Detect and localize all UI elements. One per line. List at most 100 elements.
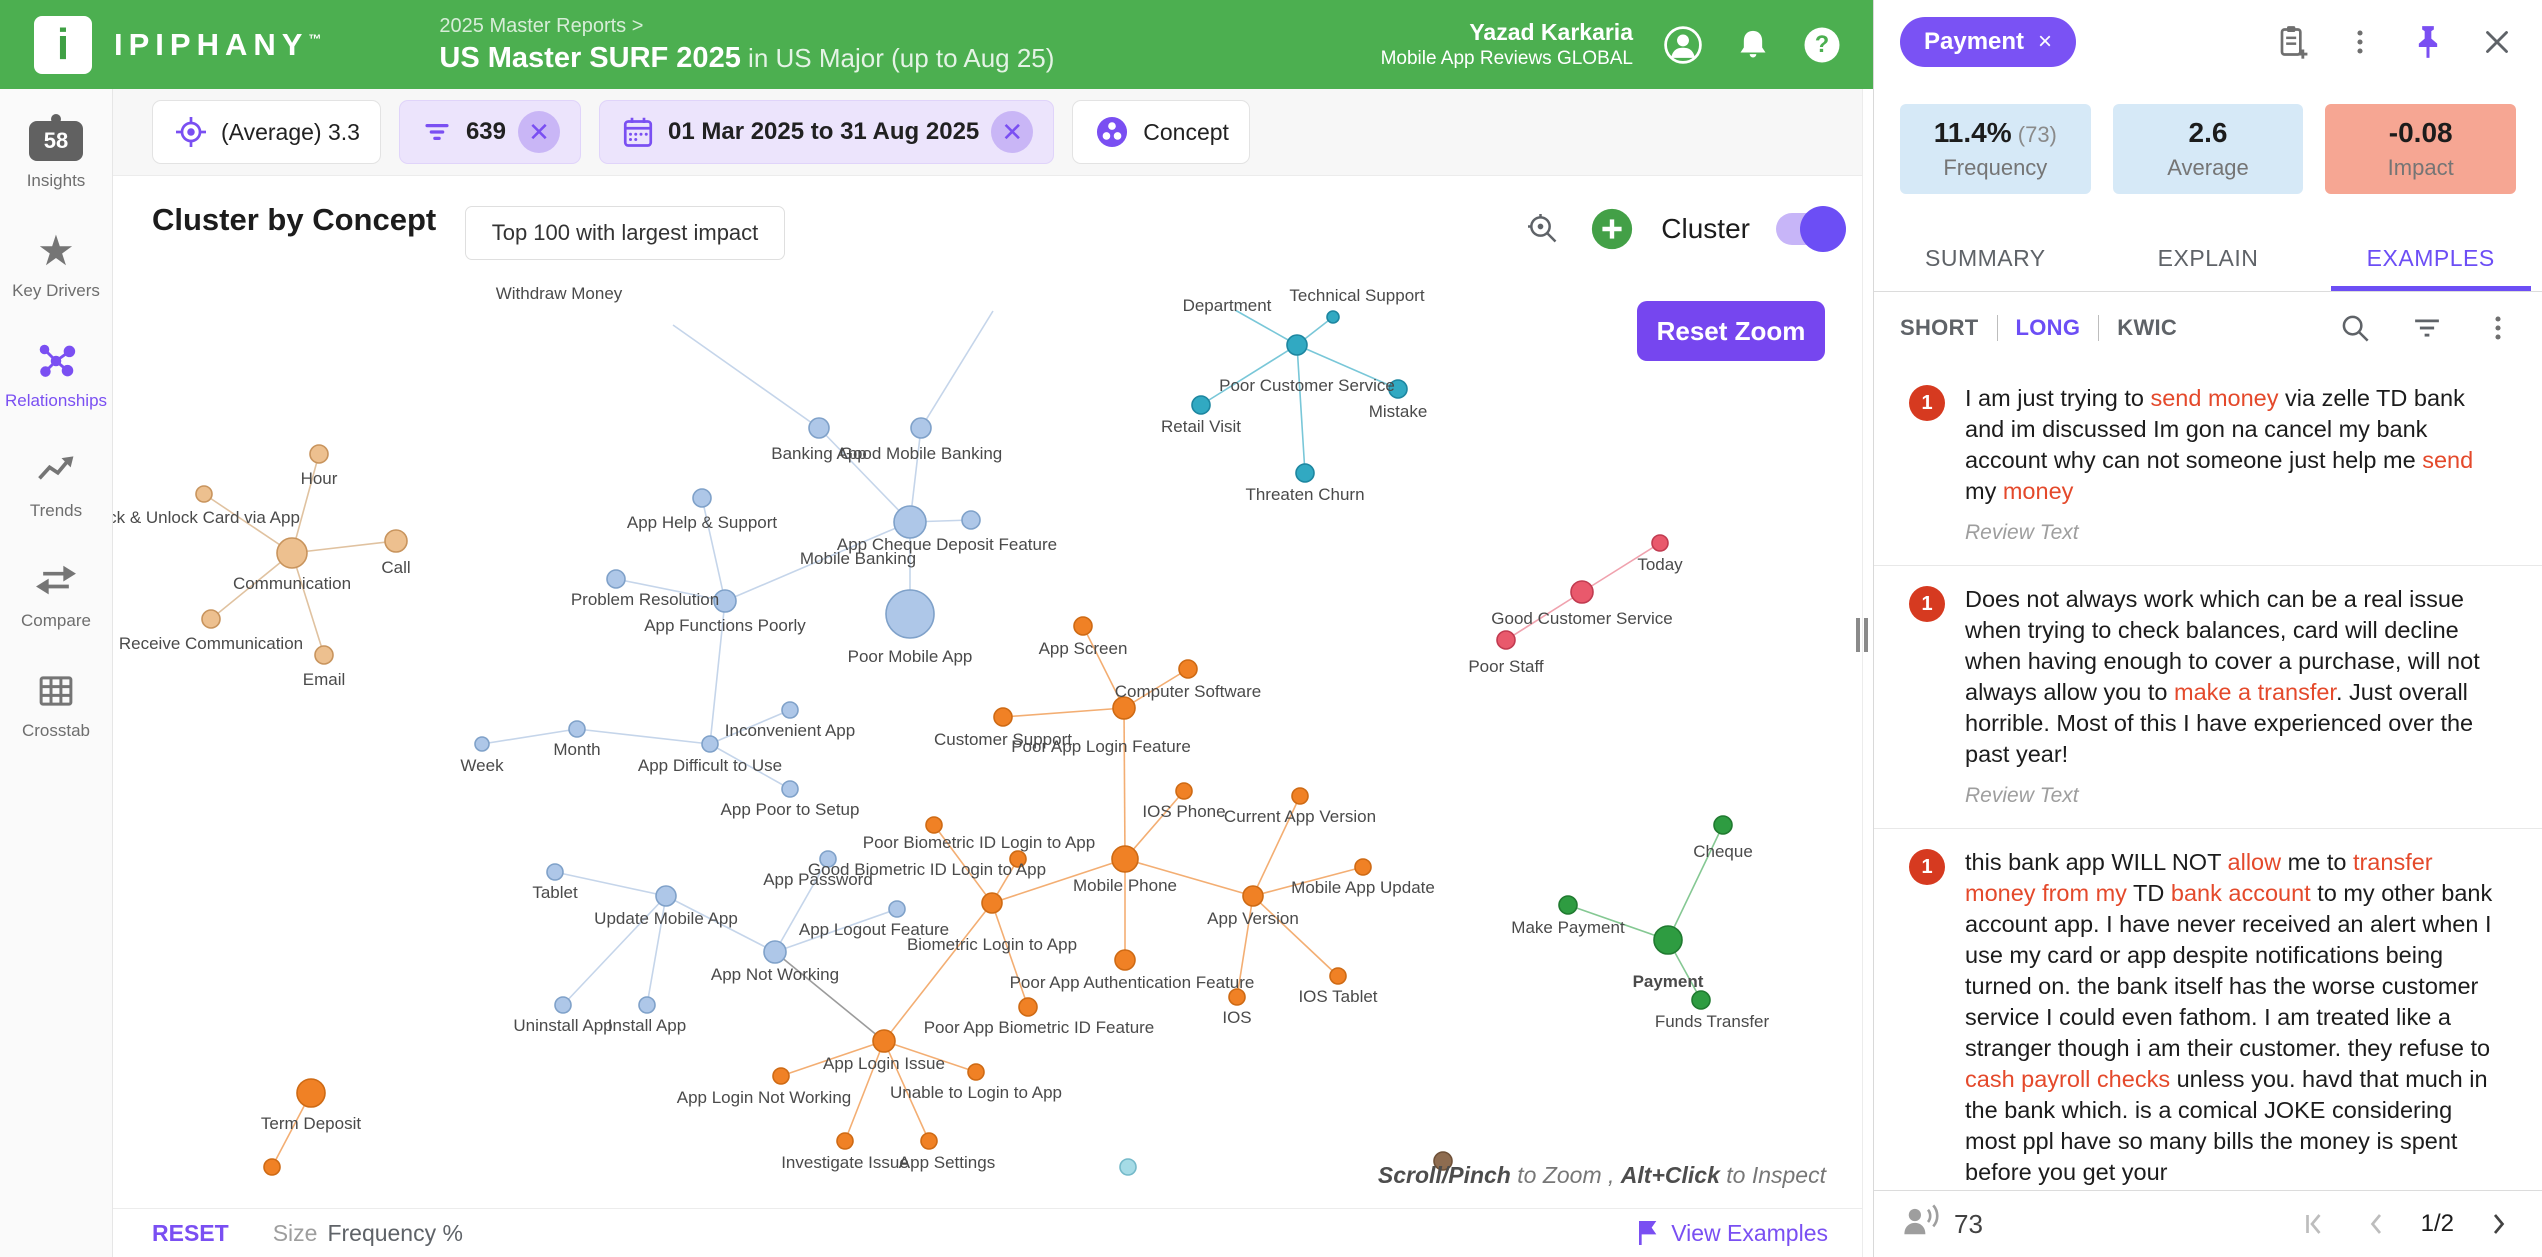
graph-canvas[interactable]: Hour ck & Unlock Card via App Call Communic… <box>113 284 1862 1209</box>
clipboard-add-icon[interactable] <box>2272 22 2312 62</box>
graph-node-probres[interactable] <box>606 569 626 589</box>
filter-chip-concept[interactable]: Concept <box>1072 100 1250 164</box>
graph-node-inst[interactable] <box>638 996 656 1014</box>
graph-node-staff[interactable] <box>1496 630 1516 650</box>
graph-node-recvcomm[interactable] <box>201 609 221 629</box>
selected-concept-chip[interactable]: Payment × <box>1900 17 2077 67</box>
concept-cluster-graph[interactable]: Hour ck & Unlock Card via App Call Communic… <box>113 284 1862 1209</box>
avatar-icon[interactable] <box>1661 23 1705 67</box>
graph-node-adtu[interactable] <box>701 735 719 753</box>
graph-node-chq[interactable] <box>1713 815 1733 835</box>
graph-node-hub[interactable] <box>1112 696 1136 720</box>
graph-node-makepay[interactable] <box>1558 895 1578 915</box>
graph-node-appset[interactable] <box>920 1132 938 1150</box>
graph-node-invest[interactable] <box>836 1132 854 1150</box>
graph-node-chqdep[interactable] <box>961 510 981 530</box>
panel-resize-handle[interactable] <box>1856 618 1872 652</box>
graph-node-tansmall[interactable] <box>263 1158 281 1176</box>
notifications-bell-icon[interactable] <box>1733 25 1773 65</box>
prev-page-icon[interactable] <box>2359 1206 2395 1242</box>
graph-node-goodmb[interactable] <box>910 417 932 439</box>
reset-link[interactable]: RESET <box>152 1219 229 1246</box>
graph-node-unable[interactable] <box>967 1063 985 1081</box>
tab-examples[interactable]: EXAMPLES <box>2319 226 2542 291</box>
graph-node-hour[interactable] <box>309 444 329 464</box>
graph-node-brown1[interactable] <box>1433 1151 1453 1171</box>
graph-node-mbank[interactable] <box>893 505 927 539</box>
graph-node-mau[interactable] <box>1354 858 1372 876</box>
filter-chip-count[interactable]: 639 ✕ <box>398 100 581 164</box>
graph-node-lockcard[interactable] <box>195 485 213 503</box>
first-page-icon[interactable] <box>2297 1206 2333 1242</box>
graph-node-funds[interactable] <box>1691 990 1711 1010</box>
filter-chip-average[interactable]: (Average) 3.3 <box>152 100 381 164</box>
inspect-zoom-icon[interactable] <box>1523 209 1563 249</box>
graph-node-tsup[interactable] <box>1326 310 1340 324</box>
graph-node-iosphone[interactable] <box>1175 782 1193 800</box>
chip-close-icon[interactable]: × <box>2038 28 2053 55</box>
graph-node-tealhub[interactable] <box>1286 334 1308 356</box>
reset-zoom-button[interactable]: Reset Zoom <box>1637 301 1825 361</box>
graph-node-bio[interactable] <box>981 892 1003 914</box>
graph-node-email[interactable] <box>314 645 334 665</box>
add-circle-icon[interactable] <box>1589 206 1635 252</box>
filter-examples-icon[interactable] <box>2408 309 2446 347</box>
view-examples-button[interactable]: View Examples <box>1631 1217 1828 1249</box>
graph-node-pay[interactable] <box>1653 925 1683 955</box>
subtab-short[interactable]: SHORT <box>1900 315 1979 340</box>
graph-node-update[interactable] <box>655 885 677 907</box>
graph-node-currver[interactable] <box>1291 787 1309 805</box>
graph-node-iostab[interactable] <box>1329 967 1347 985</box>
graph-node-ali[interactable] <box>872 1029 896 1053</box>
sidebar-item-relationships[interactable]: Relationships <box>0 335 112 411</box>
sidebar-item-key-drivers[interactable]: ★ Key Drivers <box>0 225 112 301</box>
graph-node-inconv[interactable] <box>781 701 799 719</box>
tab-explain[interactable]: EXPLAIN <box>2157 245 2259 271</box>
pin-icon[interactable] <box>2408 22 2448 62</box>
graph-node-retail[interactable] <box>1191 395 1211 415</box>
graph-node-gcs[interactable] <box>1570 580 1594 604</box>
cluster-toggle[interactable] <box>1776 206 1846 252</box>
graph-node-logout[interactable] <box>888 900 906 918</box>
graph-node-tablet[interactable] <box>546 863 564 881</box>
sidebar-item-crosstab[interactable]: Crosstab <box>0 665 112 741</box>
sidebar-item-insights[interactable]: 58 Insights <box>0 114 112 191</box>
graph-node-bankapp[interactable] <box>808 417 830 439</box>
more-options-icon[interactable] <box>2342 24 2378 60</box>
graph-node-mistake[interactable] <box>1388 379 1408 399</box>
breadcrumb[interactable]: 2025 Master Reports > <box>439 14 644 37</box>
graph-node-av[interactable] <box>1242 885 1264 907</box>
tab-summary[interactable]: SUMMARY <box>1925 245 2046 271</box>
graph-node-poorauth[interactable] <box>1114 949 1136 971</box>
graph-node-ios[interactable] <box>1228 988 1246 1006</box>
graph-node-call[interactable] <box>384 529 408 553</box>
graph-node-today[interactable] <box>1651 534 1669 552</box>
ipiphany-logo-icon[interactable]: i <box>34 15 92 74</box>
graph-node-month[interactable] <box>568 720 586 738</box>
help-icon[interactable]: ? <box>1801 24 1843 66</box>
graph-node-week[interactable] <box>474 736 490 752</box>
next-page-icon[interactable] <box>2480 1206 2516 1242</box>
graph-node-churn[interactable] <box>1295 463 1315 483</box>
close-panel-icon[interactable] <box>2478 23 2516 61</box>
graph-node-term[interactable] <box>296 1078 326 1108</box>
graph-node-comm[interactable] <box>276 537 308 569</box>
graph-node-alnw[interactable] <box>772 1067 790 1085</box>
search-icon[interactable] <box>2336 309 2374 347</box>
graph-node-uninst[interactable] <box>554 996 572 1014</box>
graph-node-afp[interactable] <box>713 589 737 613</box>
graph-node-compsoft[interactable] <box>1178 659 1198 679</box>
graph-node-mp[interactable] <box>1111 845 1139 873</box>
subtab-kwic[interactable]: KWIC <box>2117 315 2178 340</box>
graph-node-setup[interactable] <box>781 780 799 798</box>
graph-node-pwd[interactable] <box>819 850 837 868</box>
sidebar-item-trends[interactable]: Trends <box>0 445 112 521</box>
filter-chip-daterange[interactable]: 01 Mar 2025 to 31 Aug 2025 ✕ <box>598 100 1055 164</box>
graph-node-helpsup[interactable] <box>692 488 712 508</box>
graph-node-cyan1[interactable] <box>1119 1158 1137 1176</box>
graph-node-poorapp[interactable] <box>885 589 935 639</box>
graph-node-poorbio[interactable] <box>925 816 943 834</box>
remove-filter-icon[interactable]: ✕ <box>517 111 560 153</box>
graph-node-screen[interactable] <box>1073 616 1093 636</box>
top100-dropdown[interactable]: Top 100 with largest impact <box>465 206 785 260</box>
